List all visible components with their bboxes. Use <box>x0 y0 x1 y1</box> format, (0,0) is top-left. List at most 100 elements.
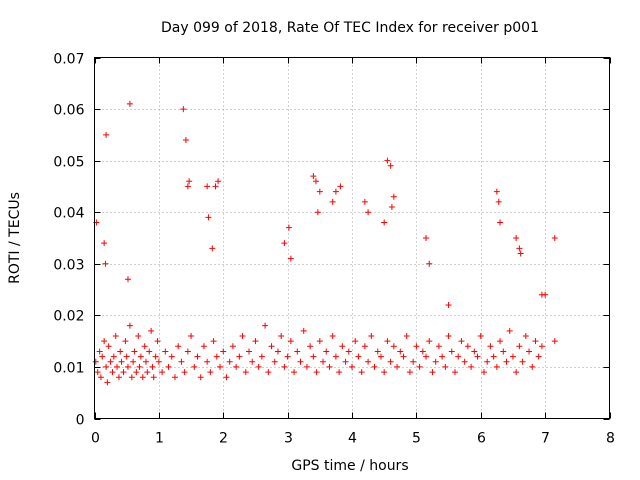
data-point <box>413 343 420 350</box>
data-point <box>103 131 110 138</box>
data-point <box>207 369 214 376</box>
data-point <box>181 369 188 376</box>
data-point <box>233 363 240 370</box>
data-point <box>461 358 468 365</box>
x-tick-label: 8 <box>606 431 615 447</box>
data-point <box>102 260 109 267</box>
data-point <box>345 348 352 355</box>
data-point <box>137 353 144 360</box>
data-point <box>551 338 558 345</box>
data-point <box>178 358 185 365</box>
data-point <box>381 369 388 376</box>
data-point <box>139 374 146 381</box>
data-point <box>128 374 135 381</box>
data-point <box>352 338 359 345</box>
data-point <box>445 302 452 309</box>
data-point <box>124 363 131 370</box>
data-point <box>274 348 281 355</box>
data-point <box>464 343 471 350</box>
data-point <box>423 235 430 241</box>
data-point <box>477 332 484 339</box>
data-point <box>236 353 243 360</box>
data-point <box>148 327 155 334</box>
data-point <box>229 343 236 350</box>
data-point <box>110 353 117 360</box>
data-point <box>239 332 246 339</box>
data-point <box>130 358 137 365</box>
data-point <box>136 363 143 370</box>
data-point <box>388 204 395 211</box>
data-points <box>92 100 558 386</box>
data-point <box>146 348 153 355</box>
data-point <box>329 198 336 205</box>
data-point <box>487 343 494 350</box>
data-point <box>471 348 478 355</box>
data-point <box>513 369 520 376</box>
data-point <box>278 332 285 339</box>
data-point <box>215 178 222 185</box>
data-point <box>497 219 504 226</box>
data-point <box>268 343 275 350</box>
data-point <box>358 369 365 376</box>
y-tick-label: 0.07 <box>53 52 84 68</box>
data-point <box>143 358 149 365</box>
data-point <box>337 183 344 190</box>
data-point <box>377 353 384 360</box>
data-point <box>123 353 130 360</box>
data-point <box>204 358 211 365</box>
data-point <box>432 358 439 365</box>
data-point <box>209 245 216 252</box>
data-point <box>390 343 397 350</box>
data-point <box>513 235 520 241</box>
data-point <box>217 363 224 370</box>
data-point <box>426 260 433 267</box>
data-point <box>516 245 523 252</box>
data-point <box>141 343 148 350</box>
data-point <box>294 348 301 355</box>
data-point <box>135 332 142 339</box>
data-point <box>165 363 172 370</box>
data-point <box>220 348 227 355</box>
y-tick-label: 0.04 <box>53 206 84 222</box>
data-point <box>480 369 487 376</box>
data-point <box>538 291 545 298</box>
data-point <box>188 332 195 339</box>
data-point <box>101 240 108 247</box>
data-point <box>144 369 151 376</box>
data-point <box>96 348 103 355</box>
data-point <box>200 343 207 350</box>
axis-ticks <box>94 57 611 420</box>
data-point <box>339 343 346 350</box>
y-tick-labels: 0 0.01 0.02 0.03 0.04 0.05 0.06 0.07 <box>53 52 84 429</box>
data-point <box>114 363 121 370</box>
data-point <box>493 188 500 195</box>
data-point <box>303 363 310 370</box>
data-point <box>124 276 131 283</box>
data-point <box>300 327 307 334</box>
x-tick-label: 2 <box>219 431 228 447</box>
data-point <box>122 338 129 345</box>
x-tick-label: 3 <box>284 431 293 447</box>
data-point <box>426 338 433 345</box>
data-point <box>97 374 104 381</box>
data-point <box>368 332 375 339</box>
data-point <box>150 374 157 381</box>
y-tick-label: 0.05 <box>53 155 84 171</box>
data-point <box>154 338 161 345</box>
data-point <box>118 358 125 365</box>
data-point <box>197 374 204 381</box>
data-point <box>205 214 212 221</box>
data-point <box>497 338 504 345</box>
data-point <box>371 363 378 370</box>
data-point <box>435 343 442 350</box>
data-point <box>242 369 249 376</box>
data-point <box>255 363 262 370</box>
x-tick-label: 7 <box>541 431 550 447</box>
x-tick-label: 1 <box>155 431 164 447</box>
y-axis-label: ROTI / TECUs <box>7 192 23 284</box>
data-point <box>291 369 298 376</box>
data-point <box>455 353 462 360</box>
data-point <box>223 374 230 381</box>
data-point <box>182 137 189 144</box>
data-point <box>500 348 507 355</box>
